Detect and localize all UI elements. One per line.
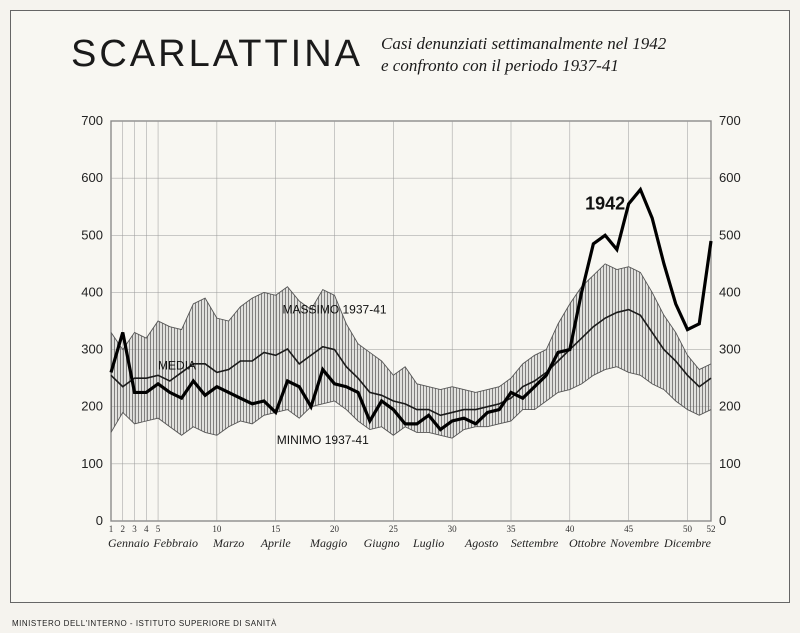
- subtitle-line-2: e confronto con il periodo 1937-41: [381, 55, 666, 76]
- svg-text:Novembre: Novembre: [609, 536, 660, 550]
- svg-text:700: 700: [81, 113, 103, 128]
- svg-text:Febbraio: Febbraio: [152, 536, 198, 550]
- svg-text:Marzo: Marzo: [212, 536, 244, 550]
- svg-text:400: 400: [81, 284, 103, 299]
- svg-text:5: 5: [156, 524, 161, 534]
- svg-text:500: 500: [719, 227, 741, 242]
- svg-text:30: 30: [448, 524, 458, 534]
- svg-text:300: 300: [719, 342, 741, 357]
- svg-text:Aprile: Aprile: [260, 536, 292, 550]
- subtitle: Casi denunziati settimanalmente nel 1942…: [381, 33, 666, 76]
- svg-text:25: 25: [389, 524, 399, 534]
- svg-text:Settembre: Settembre: [511, 536, 559, 550]
- svg-text:0: 0: [719, 513, 726, 528]
- svg-text:Dicembre: Dicembre: [663, 536, 712, 550]
- svg-text:Ottobre: Ottobre: [569, 536, 607, 550]
- svg-text:Giugno: Giugno: [364, 536, 400, 550]
- subtitle-line-1: Casi denunziati settimanalmente nel 1942: [381, 33, 666, 54]
- svg-text:0: 0: [96, 513, 103, 528]
- svg-text:200: 200: [719, 399, 741, 414]
- svg-text:400: 400: [719, 284, 741, 299]
- svg-text:MEDIA: MEDIA: [158, 358, 196, 372]
- svg-text:1942: 1942: [585, 194, 625, 214]
- svg-text:3: 3: [132, 524, 137, 534]
- chart-svg: 0 0 100 100 200 200 300 300 400 400 500 500 600 600 70…: [71, 111, 751, 581]
- svg-text:MINIMO 1937-41: MINIMO 1937-41: [277, 433, 369, 447]
- svg-text:2: 2: [121, 524, 126, 534]
- svg-text:1: 1: [109, 524, 114, 534]
- svg-text:45: 45: [624, 524, 634, 534]
- svg-text:MASSIMO 1937-41: MASSIMO 1937-41: [283, 302, 387, 316]
- svg-text:52: 52: [707, 524, 716, 534]
- svg-text:Luglio: Luglio: [412, 536, 444, 550]
- svg-text:15: 15: [271, 524, 281, 534]
- svg-text:200: 200: [81, 399, 103, 414]
- svg-text:100: 100: [719, 456, 741, 471]
- svg-text:300: 300: [81, 342, 103, 357]
- svg-text:600: 600: [719, 170, 741, 185]
- svg-text:Gennaio: Gennaio: [108, 536, 149, 550]
- svg-text:50: 50: [683, 524, 693, 534]
- svg-text:20: 20: [330, 524, 340, 534]
- chart-frame: SCARLATTINA Casi denunziati settimanalme…: [10, 10, 790, 603]
- svg-text:10: 10: [212, 524, 222, 534]
- svg-text:600: 600: [81, 170, 103, 185]
- header: SCARLATTINA Casi denunziati settimanalme…: [71, 33, 749, 76]
- chart-area: 0 0 100 100 200 200 300 300 400 400 500 500 600 600 70…: [71, 111, 751, 551]
- svg-text:100: 100: [81, 456, 103, 471]
- svg-text:35: 35: [507, 524, 517, 534]
- title: SCARLATTINA: [71, 33, 363, 76]
- svg-text:500: 500: [81, 227, 103, 242]
- svg-text:Maggio: Maggio: [309, 536, 347, 550]
- svg-text:40: 40: [565, 524, 575, 534]
- svg-text:700: 700: [719, 113, 741, 128]
- footer-credit: MINISTERO DELL'INTERNO - ISTITUTO SUPERI…: [12, 619, 277, 628]
- svg-text:Agosto: Agosto: [464, 536, 498, 550]
- svg-text:4: 4: [144, 524, 149, 534]
